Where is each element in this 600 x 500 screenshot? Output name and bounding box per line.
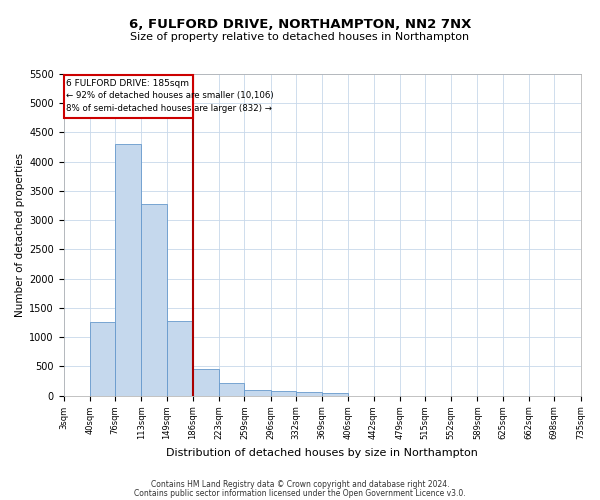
- Bar: [244, 390, 271, 396]
- Text: 6, FULFORD DRIVE, NORTHAMPTON, NN2 7NX: 6, FULFORD DRIVE, NORTHAMPTON, NN2 7NX: [129, 18, 471, 30]
- Text: ← 92% of detached houses are smaller (10,106): ← 92% of detached houses are smaller (10…: [67, 92, 274, 100]
- Text: 6 FULFORD DRIVE: 185sqm: 6 FULFORD DRIVE: 185sqm: [67, 79, 190, 88]
- Text: 8% of semi-detached houses are larger (832) →: 8% of semi-detached houses are larger (8…: [67, 104, 272, 112]
- Text: Contains HM Land Registry data © Crown copyright and database right 2024.: Contains HM Land Registry data © Crown c…: [151, 480, 449, 489]
- Bar: [142, 204, 167, 396]
- Bar: [90, 322, 115, 396]
- Text: Contains public sector information licensed under the Open Government Licence v3: Contains public sector information licen…: [134, 489, 466, 498]
- Bar: [219, 384, 244, 396]
- Bar: [322, 393, 348, 396]
- Bar: [167, 320, 193, 396]
- Bar: [115, 144, 142, 396]
- Bar: [193, 368, 219, 396]
- Text: Size of property relative to detached houses in Northampton: Size of property relative to detached ho…: [130, 32, 470, 42]
- Bar: [64, 75, 193, 118]
- Y-axis label: Number of detached properties: Number of detached properties: [15, 152, 25, 317]
- X-axis label: Distribution of detached houses by size in Northampton: Distribution of detached houses by size …: [166, 448, 478, 458]
- Bar: [271, 392, 296, 396]
- Bar: [296, 392, 322, 396]
